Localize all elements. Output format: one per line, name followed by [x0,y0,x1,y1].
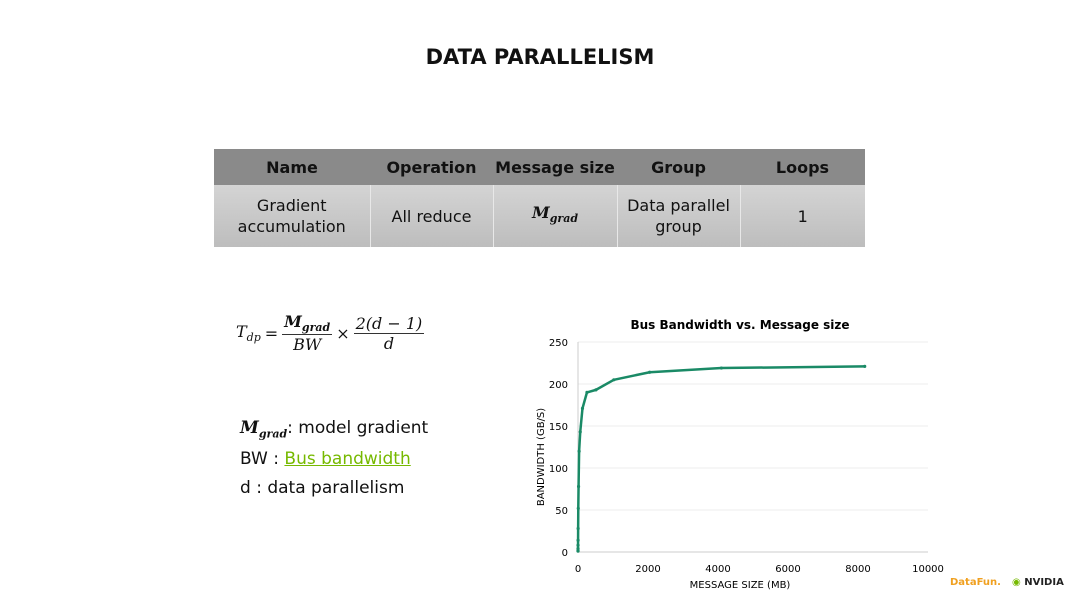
cell-name: Gradient accumulation [214,185,370,247]
num1-sub: grad [301,321,331,335]
formula: Tdp = Mgrad BW × 2(d − 1) d [236,312,425,355]
header-operation: Operation [370,149,493,185]
bandwidth-chart: Bus Bandwidth vs. Message size MESSAGE S… [536,318,944,591]
def-text: : model gradient [287,418,429,438]
formula-lhs-sub: dp [246,331,261,345]
y-tick-label: 200 [549,380,568,391]
y-tick-label: 150 [549,422,568,433]
x-tick-label: 0 [575,564,581,575]
cell-message-size: Mgrad [492,185,617,247]
definition-bw: BW : Bus bandwidth [240,449,411,469]
x-tick-label: 6000 [775,564,800,575]
definition-mgrad: Mgrad: model gradient [240,418,428,440]
nvidia-text: NVIDIA [1024,577,1064,588]
data-point [578,430,582,434]
cell-group: Data parallel group [616,185,740,247]
data-point [648,370,652,374]
fraction-1: Mgrad BW [282,312,333,355]
slide-title: DATA PARALLELISM [425,45,655,69]
definition-d: d : data parallelism [240,478,404,498]
m-symbol: M [531,203,550,223]
def-symbol: BW : [240,449,279,469]
y-tick-label: 250 [549,338,568,349]
den2: d [383,333,395,353]
formula-lhs: T [236,322,247,341]
name-line2: accumulation [237,217,346,236]
data-point [580,406,585,410]
cell-loops: 1 [739,185,865,247]
bandwidth-series-line [576,365,865,552]
header-group: Group [617,149,740,185]
y-tick-label: 100 [549,464,568,475]
datafun-logo: DataFun. [950,577,1001,588]
data-point [585,390,589,394]
data-point [576,526,580,531]
fraction-2: 2(d − 1) d [353,313,425,353]
def-sub: grad [258,427,288,441]
formula-eq: = [264,323,279,343]
nvidia-eye-icon: ◉ [1012,577,1021,588]
x-tick-label: 2000 [635,564,660,575]
data-point [576,484,581,489]
def-text: data parallelism [267,478,405,498]
operation-table: Name Operation Message size Group Loops … [214,149,865,247]
x-tick-label: 4000 [705,564,730,575]
data-point [719,366,723,370]
table-row: Gradient accumulation All reduce Mgrad Da… [214,185,865,247]
header-loops: Loops [740,149,865,185]
header-message-size: Message size [493,149,617,185]
x-tick-label: 10000 [912,564,944,575]
data-point [594,388,598,392]
y-tick-label: 50 [555,506,568,517]
header-name: Name [214,149,370,185]
data-point [863,364,867,368]
def-symbol: d : [240,478,262,498]
num1: M [284,312,302,331]
data-point [576,543,580,547]
data-point [612,378,616,382]
data-point [576,547,580,551]
group-line2: group [655,217,702,236]
data-point [576,538,580,542]
data-point [576,506,580,510]
data-point [577,449,581,453]
cell-operation: All reduce [369,185,493,247]
nvidia-logo: ◉ NVIDIA [1012,577,1064,588]
x-tick-label: 8000 [845,564,870,575]
y-tick-label: 0 [562,548,568,559]
name-line1: Gradient [256,196,327,215]
y-axis-label: BANDWIDTH (GB/S) [536,408,547,506]
num2: 2(d − 1) [353,313,425,334]
den1: BW [293,335,322,355]
x-axis-label: MESSAGE SIZE (MB) [690,580,791,591]
times-sign: × [336,323,350,343]
bus-bandwidth-link[interactable]: Bus bandwidth [284,449,411,469]
def-symbol: M [240,418,259,438]
chart-title: Bus Bandwidth vs. Message size [630,318,849,332]
m-sub: grad [549,212,579,226]
group-line1: Data parallel [627,196,730,215]
